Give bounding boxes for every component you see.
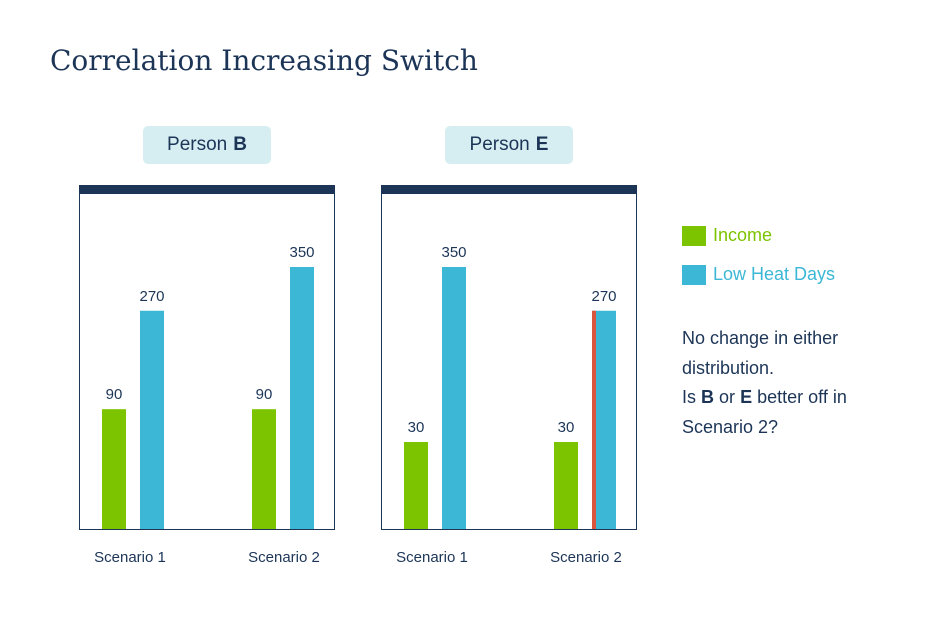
person-letter: E [535,134,549,155]
bar-low-heat-days [442,267,466,529]
note-letter-e: E [740,387,753,407]
legend-item-low-heat-days: Low Heat Days [682,264,835,285]
person-letter: B [233,134,247,155]
data-label: 90 [256,386,273,403]
chart-svg-person-b: 90 270 90 350 [102,244,315,529]
page-title: Correlation Increasing Switch [50,44,478,77]
data-label: 30 [408,419,425,436]
person-e-pill: Person E [445,126,573,164]
data-label: 350 [289,244,314,261]
legend-label: Income [713,225,773,245]
data-label: 270 [139,288,164,305]
panel-top-bar [79,185,335,194]
legend-swatch-low-heat-days [682,264,706,285]
bar-income [554,442,578,529]
note-text: No change in either distribution. Is B o… [682,324,912,442]
bar-highlight-stripe [592,310,596,529]
note-line: No change in either [682,328,839,348]
note-word: or [719,387,736,407]
bar-low-heat-days [290,267,314,529]
note-line: distribution. [682,357,775,378]
legend-swatch-income [682,225,706,246]
chart-svg-person-e: 30 350 30 270 [404,244,617,529]
note-word: better off in [757,387,847,407]
legend-label: Low Heat Days [713,264,836,284]
bar-income [252,409,276,529]
data-label: 270 [591,288,616,305]
bar-income [404,442,428,529]
panel-top-bar [381,185,637,194]
bar-low-heat-days [140,310,164,529]
chart-panel-person-e: 30 350 30 270 [381,185,637,530]
note-word: Is [682,387,697,407]
chart-panel-person-b: 90 270 90 350 [79,185,335,530]
x-tick-label: Scenario 1 [94,549,166,566]
legend-item-income: Income [682,225,772,246]
person-label: Person [167,134,228,155]
note-letter-b: B [701,387,715,407]
x-tick-label: Scenario 2 [550,549,622,566]
person-label: Person [469,134,530,155]
x-tick-label: Scenario 2 [248,549,320,566]
note-line: Scenario 2? [682,416,779,437]
bar-income [102,409,126,529]
data-label: 90 [106,386,123,403]
data-label: 350 [441,244,466,261]
person-b-pill: Person B [143,126,271,164]
data-label: 30 [558,419,575,436]
x-tick-label: Scenario 1 [396,549,468,566]
note-question: Is B or E better off in [682,383,912,413]
